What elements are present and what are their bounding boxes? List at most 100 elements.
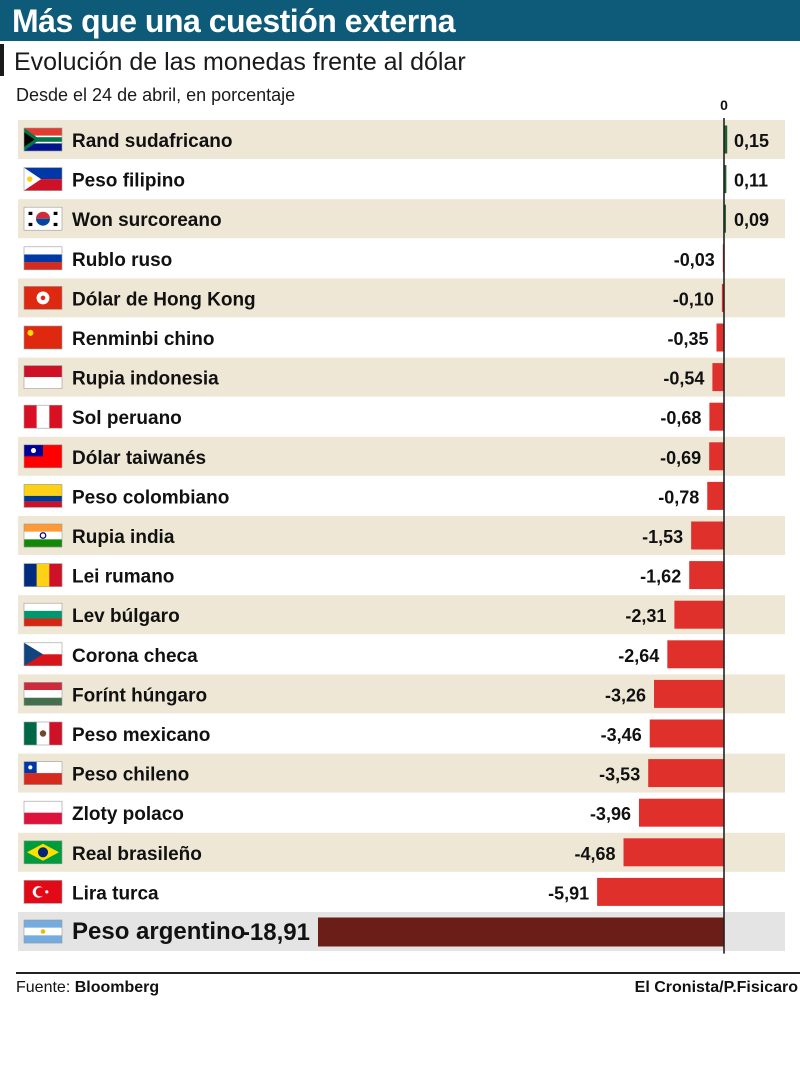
category-label-forint-hungaro: Forínt húngaro [72, 685, 207, 706]
row-background [18, 595, 785, 635]
value-label-corona-checa: -2,64 [618, 646, 659, 666]
flag-part [24, 495, 62, 502]
row-background [18, 120, 785, 159]
flag-cl-icon [23, 761, 63, 785]
flag-stripe [49, 722, 63, 745]
flag-part [39, 532, 47, 539]
row-background [18, 278, 785, 318]
value-label-renminbi-chino: -0,35 [667, 329, 708, 349]
bar-dolar-taiwanes [709, 442, 724, 471]
flag-ru-icon [23, 246, 63, 271]
chart-subtitle: Evolución de las monedas frente al dólar [14, 48, 466, 76]
flag-part [39, 730, 47, 737]
flag-stripe [36, 405, 50, 429]
flag-border [23, 682, 63, 706]
flag-part [28, 222, 33, 227]
value-label-dolar-de-hong-kong: -0,10 [673, 289, 714, 309]
flag-part [24, 167, 42, 191]
bar-real-brasileno [623, 838, 724, 867]
flag-border [23, 365, 63, 389]
flag-part [24, 128, 62, 140]
flag-za-icon [23, 127, 63, 152]
flag-border [23, 484, 63, 508]
flag-part [28, 765, 33, 770]
chart-caption: Desde el 24 de abril, en porcentaje [16, 85, 296, 105]
flag-border [23, 840, 63, 865]
bar-rupia-indonesia [712, 363, 724, 392]
bar-peso-filipino [724, 165, 727, 194]
category-label-won-surcoreano: Won surcoreano [72, 210, 222, 231]
flag-border [23, 127, 63, 152]
flag-border [23, 721, 63, 746]
subtitle-accent-bar [0, 44, 4, 76]
flag-stripe [24, 690, 62, 698]
bar-peso-colombiano [707, 481, 724, 510]
flag-stripe [24, 812, 62, 825]
flag-stripe [24, 246, 62, 255]
category-label-real-brasileno: Real brasileño [72, 844, 202, 865]
flag-hu-icon [23, 682, 63, 706]
category-label-rupia-indonesia: Rupia indonesia [72, 369, 219, 390]
flag-stripe [24, 935, 62, 944]
flag-border [23, 642, 63, 667]
flag-stripe [24, 254, 62, 263]
category-label-lev-bulgaro: Lev búlgaro [72, 606, 180, 627]
bar-dolar-de-hong-kong [721, 283, 724, 312]
bar-lira-turca [597, 877, 724, 906]
flag-part [53, 222, 58, 227]
flag-part [24, 167, 62, 180]
title-band [0, 0, 800, 41]
flag-part [24, 132, 35, 147]
flag-border [23, 246, 63, 271]
value-label-lev-bulgaro: -2,31 [625, 606, 666, 626]
row-background [18, 199, 785, 239]
flag-border [23, 325, 63, 350]
flag-border [23, 880, 63, 904]
footer-credit: El Cronista/P.Fisicaro [634, 979, 798, 996]
flag-part [30, 448, 37, 454]
flag-stripe [24, 262, 62, 270]
flag-stripe [24, 365, 62, 378]
category-label-corona-checa: Corona checa [72, 646, 198, 667]
flag-part [37, 847, 49, 858]
flag-in-icon [23, 523, 63, 548]
flag-id-icon [23, 365, 63, 389]
flag-part [24, 642, 62, 655]
row-background [18, 357, 785, 397]
flag-tr-icon [23, 880, 63, 904]
flag-part [27, 329, 34, 336]
flag-part [24, 326, 62, 349]
flag-stripe [24, 722, 37, 745]
flag-stripe [24, 697, 62, 706]
category-label-peso-filipino: Peso filipino [72, 171, 185, 192]
flag-part [36, 211, 50, 219]
category-label-lira-turca: Lira turca [72, 883, 159, 904]
bar-lev-bulgaro [674, 600, 724, 629]
flag-stripe [24, 920, 62, 928]
flag-bg-icon [23, 602, 63, 627]
flag-cn-icon [23, 325, 63, 350]
zero-tick-label: 0 [720, 97, 728, 113]
flag-cz-icon [23, 642, 63, 667]
flag-kr-icon [23, 206, 63, 231]
flag-part [45, 890, 49, 894]
bar-corona-checa [667, 640, 724, 669]
category-label-peso-mexicano: Peso mexicano [72, 725, 210, 746]
value-label-rublo-ruso: -0,03 [674, 250, 715, 270]
flag-border [23, 602, 63, 627]
flag-border [23, 404, 63, 429]
value-label-dolar-taiwanes: -0,69 [660, 448, 701, 468]
bar-peso-argentino [318, 917, 724, 947]
flag-stripe [24, 377, 62, 389]
flag-part [24, 139, 62, 151]
flag-part [26, 176, 33, 182]
source-name: Bloomberg [74, 979, 160, 996]
flag-mx-icon [23, 721, 63, 746]
flag-br-icon [23, 840, 63, 865]
flag-border [23, 206, 63, 231]
flag-hk-icon [23, 286, 63, 310]
category-label-dolar-de-hong-kong: Dólar de Hong Kong [72, 289, 256, 310]
flag-stripe [49, 563, 63, 587]
value-label-lira-turca: -5,91 [548, 883, 589, 903]
